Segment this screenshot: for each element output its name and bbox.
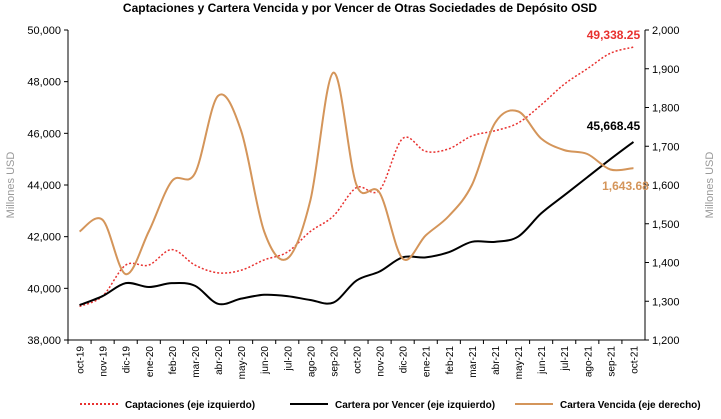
x-tick-label: abr-21 xyxy=(491,346,502,375)
x-tick-label: oct-21 xyxy=(629,346,640,374)
x-tick-label: abr-20 xyxy=(214,346,225,375)
x-tick-label: mar-20 xyxy=(191,346,202,378)
chart-title: Captaciones y Cartera Vencida y por Venc… xyxy=(123,1,598,15)
x-tick-label: nov-20 xyxy=(376,346,387,377)
x-tick-label: nov-19 xyxy=(99,346,110,377)
series-line xyxy=(78,71,634,276)
x-tick-label: jul-20 xyxy=(283,346,294,372)
value-label: 1,643.68 xyxy=(602,179,649,193)
y-tick-label: 38,000 xyxy=(27,335,61,347)
value-label: 45,668.45 xyxy=(587,119,641,133)
y2-tick-label: 1,800 xyxy=(652,103,680,115)
y2-tick-label: 1,900 xyxy=(652,64,680,76)
x-tick-label: jul-21 xyxy=(560,346,571,372)
y-tick-label: 46,000 xyxy=(27,128,61,140)
x-tick-label: may-21 xyxy=(514,346,525,380)
y-axis-label: Millones USD xyxy=(5,152,17,219)
x-tick-label: may-20 xyxy=(237,346,248,380)
value-label: 49,338.25 xyxy=(587,28,641,42)
x-tick-label: sep-21 xyxy=(606,346,617,377)
y2-tick-label: 1,300 xyxy=(652,296,680,308)
x-tick-label: oct-19 xyxy=(76,346,87,374)
series-line xyxy=(79,46,634,308)
x-tick-label: ene-20 xyxy=(145,346,156,378)
y-tick-label: 40,000 xyxy=(27,283,61,295)
y-tick-label: 44,000 xyxy=(27,180,61,192)
y2-tick-label: 2,000 xyxy=(652,25,680,37)
y2-tick-label: 1,500 xyxy=(652,219,680,231)
x-tick-label: sep-20 xyxy=(329,346,340,377)
y2-tick-label: 1,600 xyxy=(652,180,680,192)
y2-tick-label: 1,700 xyxy=(652,141,680,153)
legend-label: Cartera por Vencer (eje izquierdo) xyxy=(335,400,495,411)
y2-tick-label: 1,400 xyxy=(652,258,680,270)
x-tick-label: oct-20 xyxy=(353,346,364,374)
y2-axis-label: Millones USD xyxy=(704,152,716,219)
x-tick-label: ene-21 xyxy=(422,346,433,378)
x-tick-label: dic-19 xyxy=(122,346,133,374)
y-tick-label: 50,000 xyxy=(27,25,61,37)
y-tick-label: 48,000 xyxy=(27,77,61,89)
x-tick-label: jun-20 xyxy=(260,346,271,375)
x-tick-label: feb-21 xyxy=(445,346,456,375)
x-tick-label: feb-20 xyxy=(168,346,179,375)
series-line xyxy=(79,141,635,307)
legend-label: Cartera Vencida (eje derecho) xyxy=(560,400,701,411)
x-tick-label: ago-21 xyxy=(583,346,594,378)
x-tick-label: jun-21 xyxy=(537,346,548,375)
y-tick-label: 42,000 xyxy=(27,232,61,244)
x-tick-label: mar-21 xyxy=(468,346,479,378)
legend-label: Captaciones (eje izquierdo) xyxy=(125,400,255,411)
x-tick-label: ago-20 xyxy=(306,346,317,378)
x-tick-label: dic-20 xyxy=(399,346,410,374)
y2-tick-label: 1,200 xyxy=(652,335,680,347)
